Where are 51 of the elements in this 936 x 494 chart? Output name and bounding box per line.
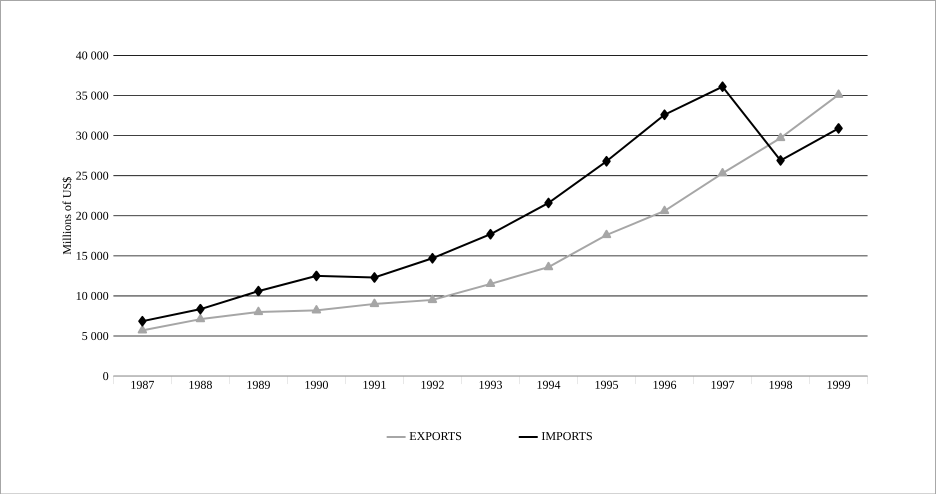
- y-tick-label: 10 000: [76, 292, 108, 300]
- x-tick-label: 1997: [712, 380, 734, 389]
- point: [196, 314, 206, 322]
- point: [486, 278, 496, 287]
- point: [312, 270, 321, 281]
- legend-label: IMPORTS: [542, 432, 592, 440]
- point: [254, 306, 264, 315]
- x-tick-label: 1987: [131, 380, 154, 389]
- point: [486, 228, 495, 240]
- x-tick-label: 1999: [828, 380, 850, 389]
- point: [660, 109, 669, 120]
- y-axis-title: Millions of US$: [62, 176, 72, 254]
- point: [544, 262, 554, 270]
- y-tick-label: 15 000: [76, 252, 108, 260]
- point: [196, 304, 205, 314]
- point: [602, 156, 611, 166]
- point: [254, 286, 263, 296]
- point: [370, 298, 380, 307]
- point: [602, 230, 612, 238]
- y-tick-label: 20 000: [76, 211, 108, 220]
- x-tick-label: 1996: [654, 380, 676, 389]
- x-tick-label: 1990: [305, 380, 328, 389]
- point: [834, 122, 843, 134]
- x-tick-label: 1998: [770, 380, 792, 389]
- point: [428, 252, 437, 264]
- point: [138, 316, 147, 326]
- legend-label: EXPORTS: [410, 432, 462, 440]
- x-tick-label: 1989: [247, 380, 270, 389]
- point: [776, 132, 786, 141]
- y-tick-label: 35 000: [76, 91, 108, 100]
- x-tick-label: 1993: [480, 380, 502, 389]
- point: [718, 168, 728, 176]
- point: [660, 205, 670, 214]
- x-tick-label: 1991: [364, 380, 386, 389]
- y-tick-label: 5 000: [82, 332, 108, 340]
- point: [428, 294, 438, 303]
- x-tick-label: 1992: [422, 380, 444, 389]
- point: [138, 324, 148, 334]
- point: [370, 272, 379, 283]
- x-tick-label: 1994: [538, 380, 560, 389]
- point: [834, 89, 844, 98]
- point: [776, 154, 785, 166]
- y-tick-label: 25 000: [76, 171, 108, 180]
- y-tick-label: 30 000: [76, 131, 108, 140]
- point: [718, 81, 727, 92]
- y-tick-label: 0: [103, 372, 108, 380]
- point: [544, 197, 553, 208]
- y-tick-label: 40 000: [76, 51, 108, 60]
- point: [312, 304, 322, 314]
- x-tick-label: 1995: [596, 380, 618, 389]
- x-tick-label: 1988: [189, 380, 212, 389]
